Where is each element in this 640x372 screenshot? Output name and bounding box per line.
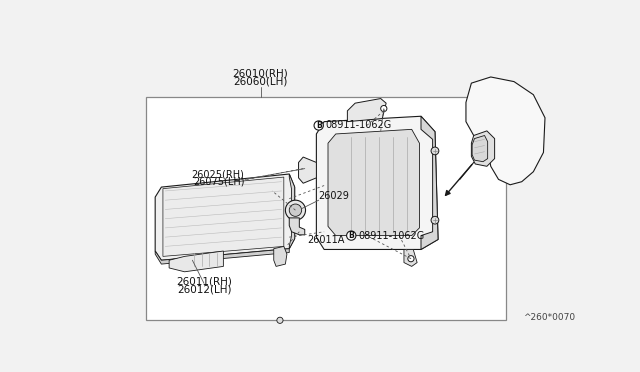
Polygon shape: [163, 177, 284, 256]
Text: ^260*0070: ^260*0070: [524, 313, 575, 322]
Polygon shape: [274, 246, 287, 266]
Text: 26010(RH): 26010(RH): [233, 69, 289, 79]
Bar: [146, 97, 506, 320]
Polygon shape: [155, 249, 289, 264]
Circle shape: [314, 121, 323, 130]
Polygon shape: [404, 250, 417, 266]
Circle shape: [347, 231, 356, 240]
Text: 26075(LH): 26075(LH): [193, 177, 244, 187]
Text: 08911-1062G: 08911-1062G: [326, 121, 392, 131]
Circle shape: [431, 147, 439, 155]
Circle shape: [289, 204, 301, 217]
Text: 26012(LH): 26012(LH): [177, 285, 231, 295]
Polygon shape: [348, 99, 386, 122]
Circle shape: [277, 317, 283, 323]
Circle shape: [431, 217, 439, 224]
Text: B: B: [316, 121, 321, 130]
Circle shape: [285, 200, 305, 220]
Text: B: B: [348, 231, 354, 240]
Polygon shape: [472, 135, 488, 162]
Polygon shape: [155, 174, 294, 260]
Polygon shape: [472, 131, 495, 166]
Polygon shape: [289, 174, 294, 249]
Polygon shape: [421, 116, 438, 250]
Text: 26060(LH): 26060(LH): [234, 77, 288, 87]
Text: 26025(RH): 26025(RH): [191, 169, 244, 179]
Polygon shape: [466, 77, 545, 185]
Polygon shape: [289, 218, 305, 235]
Circle shape: [408, 256, 414, 262]
Text: 26011(RH): 26011(RH): [176, 277, 232, 287]
Text: 08911-1062G: 08911-1062G: [358, 231, 424, 241]
Circle shape: [381, 106, 387, 112]
Text: 26029: 26029: [319, 190, 349, 201]
Text: 26011A: 26011A: [307, 234, 344, 244]
Polygon shape: [328, 129, 419, 235]
Polygon shape: [169, 251, 223, 272]
Polygon shape: [298, 157, 316, 183]
Polygon shape: [316, 116, 438, 250]
